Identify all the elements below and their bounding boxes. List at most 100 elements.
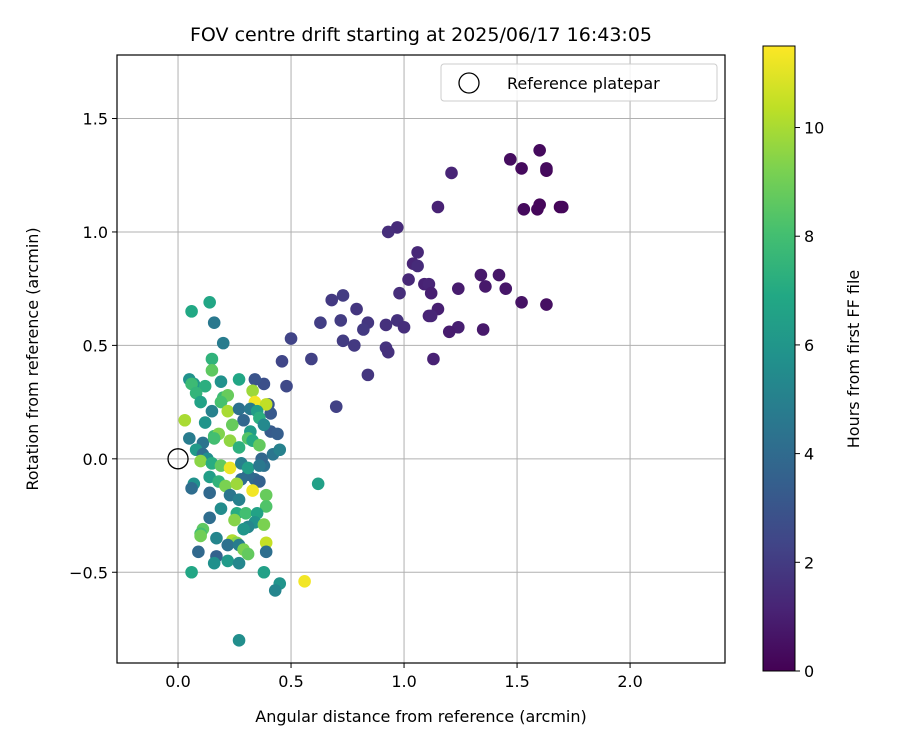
data-point [223, 461, 237, 475]
data-point [445, 166, 458, 180]
data-point [185, 565, 198, 579]
data-point [232, 493, 246, 506]
data-point [271, 427, 284, 441]
colorbar: 0 2 4 6 8 10 Hours from first FF file [762, 45, 863, 681]
data-point [348, 339, 361, 352]
data-point [259, 536, 273, 550]
data-point [221, 404, 235, 418]
data-point [298, 575, 311, 588]
x-tick-label: 0.0 [165, 672, 190, 691]
data-point [241, 461, 255, 475]
data-point [228, 513, 241, 527]
data-point [275, 354, 289, 368]
data-point [257, 418, 271, 432]
data-point [451, 282, 465, 295]
data-point [216, 336, 230, 350]
data-point [183, 432, 196, 445]
legend-box [440, 63, 718, 102]
reference-marker-group [167, 448, 189, 470]
data-point [232, 402, 246, 416]
data-point [241, 547, 255, 561]
data-point [194, 529, 207, 543]
data-point [248, 373, 262, 386]
data-point [268, 584, 282, 597]
data-point [259, 545, 273, 559]
data-point [192, 545, 205, 559]
data-point [207, 556, 221, 570]
x-axis-ticks: 0.0 0.5 1.0 1.5 2.0 [165, 663, 643, 691]
x-tick-label: 1.0 [391, 672, 416, 691]
data-point [424, 309, 438, 323]
y-axis-ticks: −0.5 0.0 0.5 1.0 1.5 [69, 110, 117, 582]
data-point [499, 282, 513, 295]
data-point [253, 475, 266, 488]
data-point [357, 323, 370, 336]
data-point [402, 273, 415, 286]
data-point [280, 379, 293, 393]
data-point [334, 314, 348, 327]
data-point [305, 352, 318, 366]
x-axis-label: Angular distance from reference (arcmin) [255, 707, 586, 726]
data-point [381, 345, 395, 359]
x-tick-label: 1.5 [504, 672, 529, 691]
data-point [350, 302, 363, 316]
data-point [393, 286, 406, 300]
y-tick-label: 1.5 [83, 110, 108, 129]
legend: Reference platepar [440, 63, 718, 102]
data-point [253, 459, 266, 472]
data-point [336, 289, 350, 302]
data-point [325, 293, 339, 307]
colorbar-tick-label: 2 [804, 553, 814, 572]
data-point [479, 280, 492, 293]
data-point [198, 379, 212, 393]
data-point [259, 398, 273, 411]
data-point [194, 395, 207, 409]
data-point [555, 200, 569, 214]
data-point [540, 298, 553, 311]
y-tick-label: 0.0 [83, 450, 108, 469]
data-point [214, 395, 228, 409]
data-point [185, 482, 198, 495]
x-tick-label: 2.0 [617, 672, 642, 691]
data-point [232, 634, 246, 647]
plot-frame [116, 54, 726, 664]
data-point [517, 202, 531, 216]
data-point [311, 477, 325, 491]
colorbar-tick-label: 8 [804, 227, 814, 246]
data-point [442, 325, 456, 339]
data-points [178, 143, 569, 647]
data-point [361, 368, 375, 382]
data-point [492, 268, 506, 282]
data-point [225, 418, 239, 432]
data-point [259, 488, 273, 502]
data-point [214, 502, 228, 516]
data-point [246, 484, 259, 497]
data-point [221, 538, 235, 552]
data-point [205, 352, 219, 366]
data-point [203, 486, 216, 500]
data-point [237, 522, 250, 536]
data-point [232, 373, 246, 386]
colorbar-tick-label: 10 [804, 119, 824, 138]
data-point [232, 556, 246, 570]
colorbar-gradient [762, 45, 796, 672]
data-point [424, 286, 438, 300]
legend-entry-reference: Reference platepar [507, 74, 660, 93]
data-point [540, 162, 553, 175]
data-point [232, 441, 246, 454]
data-point [239, 506, 253, 520]
data-point [427, 352, 440, 366]
data-point [246, 384, 259, 398]
data-point [203, 295, 216, 309]
data-point [329, 400, 343, 413]
reference-platepar-marker [167, 448, 189, 470]
data-point [503, 153, 517, 166]
y-axis-label: Rotation from reference (arcmin) [23, 227, 42, 490]
colorbar-tick-label: 4 [804, 445, 814, 464]
data-point [531, 202, 544, 216]
chart-title: FOV centre drift starting at 2025/06/17 … [190, 24, 652, 46]
data-point [397, 320, 411, 334]
data-point [230, 477, 244, 491]
data-point [198, 416, 212, 429]
